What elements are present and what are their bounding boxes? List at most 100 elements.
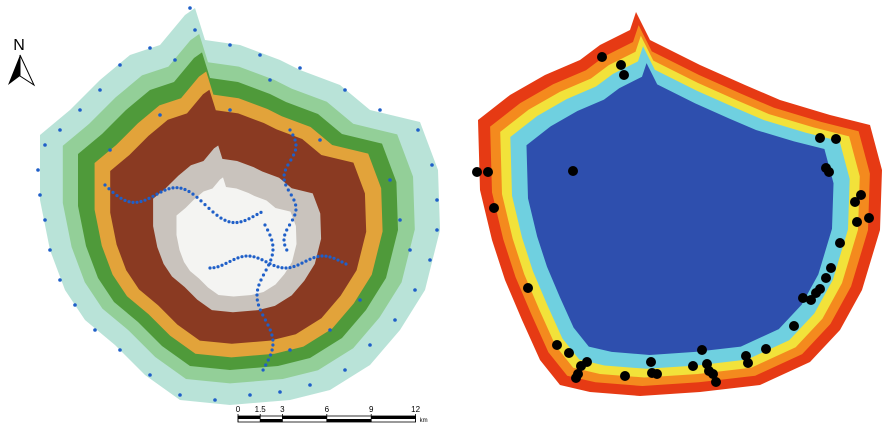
scale-unit: km (420, 418, 428, 424)
site-point (831, 134, 841, 144)
sample-point (298, 66, 302, 70)
sample-point (243, 219, 246, 222)
sample-point (43, 218, 47, 222)
site-point (815, 133, 825, 143)
sample-point (203, 203, 206, 206)
sample-point (216, 265, 219, 268)
scale-tick-label: 6 (325, 405, 330, 414)
sample-point (173, 58, 177, 62)
sample-point (285, 248, 288, 251)
sample-point (151, 195, 154, 198)
sample-point (259, 308, 262, 311)
north-arrow: N (8, 37, 34, 85)
sample-point (283, 178, 286, 181)
sample-point (284, 266, 287, 269)
sample-point (267, 358, 270, 361)
sample-point (261, 368, 264, 371)
sample-point (158, 113, 162, 117)
site-point (523, 283, 533, 293)
site-point (568, 166, 578, 176)
site-point (646, 357, 656, 367)
sample-point (332, 257, 335, 260)
sample-point (73, 303, 77, 307)
arrow-left (8, 55, 20, 85)
sample-point (293, 138, 296, 141)
sample-point (236, 256, 239, 259)
sample-point (228, 260, 231, 263)
sample-point (256, 298, 259, 301)
site-point (472, 167, 482, 177)
sample-point (159, 190, 162, 193)
sample-point (266, 228, 269, 231)
sample-point (271, 343, 274, 346)
sample-point (255, 293, 258, 296)
site-point (711, 377, 721, 387)
sample-point (430, 163, 434, 167)
sample-point (358, 298, 362, 302)
sample-point (98, 88, 102, 92)
site-point (619, 70, 629, 80)
sample-point (283, 233, 286, 236)
sample-point (155, 193, 158, 196)
sample-point (270, 333, 273, 336)
site-point (582, 357, 592, 367)
scale-segment (282, 416, 326, 419)
sample-point (276, 265, 279, 268)
sample-point (78, 108, 82, 112)
sample-point (256, 288, 259, 291)
sample-point (244, 254, 247, 257)
sample-point (320, 254, 323, 257)
site-point (789, 321, 799, 331)
sample-point (263, 223, 266, 226)
sample-point (308, 258, 311, 261)
sample-point (416, 128, 420, 132)
sample-point (258, 53, 262, 57)
sample-point (368, 343, 372, 347)
sample-point (293, 213, 296, 216)
site-point (850, 197, 860, 207)
site-point (697, 345, 707, 355)
scale-tick-label: 9 (369, 405, 374, 414)
site-point (552, 340, 562, 350)
scale-segment (371, 416, 415, 419)
sample-point (408, 248, 412, 252)
sample-point (163, 189, 166, 192)
sample-point (199, 199, 202, 202)
site-point (597, 52, 607, 62)
site-point (743, 358, 753, 368)
sample-point (283, 243, 286, 246)
site-point (704, 366, 714, 376)
sample-point (288, 266, 291, 269)
sample-point (223, 219, 226, 222)
depth-map (472, 12, 882, 396)
sample-point (38, 193, 42, 197)
sample-point (228, 43, 232, 47)
sample-point (135, 201, 138, 204)
sample-point (336, 258, 339, 261)
site-point (489, 203, 499, 213)
scale-segment (327, 419, 371, 422)
sample-point (283, 173, 286, 176)
site-point (483, 167, 493, 177)
sample-point (316, 255, 319, 258)
site-point (616, 60, 626, 70)
sample-point (270, 238, 273, 241)
sample-point (318, 138, 322, 142)
sample-point (178, 393, 182, 397)
sample-point (264, 260, 267, 263)
site-point (761, 344, 771, 354)
sample-point (224, 262, 227, 265)
sample-point (215, 214, 218, 217)
sample-point (175, 186, 178, 189)
sample-point (284, 183, 287, 186)
sample-point (271, 243, 274, 246)
sample-point (212, 266, 215, 269)
site-point (864, 213, 874, 223)
map-figure: N 01.536912km (0, 0, 885, 428)
sample-point (294, 208, 297, 211)
scale-tick-label: 3 (280, 405, 285, 414)
sample-point (398, 218, 402, 222)
sample-point (188, 6, 192, 10)
sample-point (294, 143, 297, 146)
sample-point (324, 255, 327, 258)
